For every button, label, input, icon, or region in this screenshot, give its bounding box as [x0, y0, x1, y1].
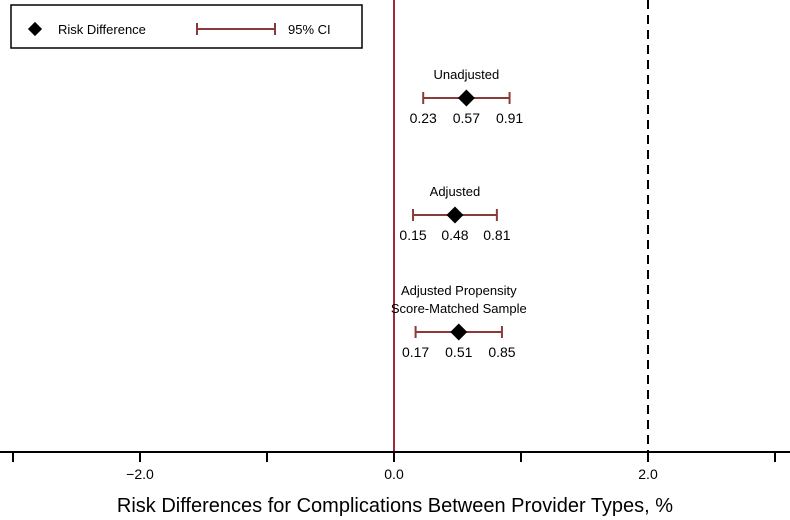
legend-point-marker	[27, 21, 43, 37]
estimate-row: Unadjusted 0.23 0.57 0.91	[410, 67, 524, 126]
legend-ci-label: 95% CI	[288, 22, 331, 37]
estimate-row: Adjusted 0.15 0.48 0.81	[399, 184, 510, 243]
legend-point-label: Risk Difference	[58, 22, 146, 37]
ci-upper-label: 0.91	[496, 110, 523, 126]
value-label: 0.51	[445, 344, 472, 360]
legend: Risk Difference 95% CI	[10, 4, 363, 49]
x-tick-label: 2.0	[638, 466, 658, 482]
ci-lower-label: 0.17	[402, 344, 429, 360]
x-tick-label: −2.0	[126, 466, 154, 482]
estimate-label: Adjusted Propensity	[401, 283, 517, 298]
estimate-label: Unadjusted	[433, 67, 499, 82]
estimate-label: Score-Matched Sample	[391, 301, 527, 316]
ci-upper-label: 0.81	[483, 227, 510, 243]
ci-upper-label: 0.85	[488, 344, 515, 360]
ci-lower-label: 0.23	[410, 110, 437, 126]
x-axis-title: Risk Differences for Complications Betwe…	[117, 495, 673, 517]
legend-box	[10, 4, 363, 49]
estimates-group: Unadjusted 0.23 0.57 0.91 Adjusted 0.15 0.48 0.…	[391, 67, 527, 360]
ci-lower-label: 0.15	[399, 227, 426, 243]
x-tick-label: 0.0	[384, 466, 404, 482]
x-axis-ticks: −2.0 0.0 2.0	[12, 452, 776, 482]
value-label: 0.48	[441, 227, 468, 243]
point-marker	[450, 323, 468, 341]
estimate-row: Adjusted Propensity Score-Matched Sample 0…	[391, 283, 527, 360]
point-marker	[446, 206, 464, 224]
point-marker	[457, 89, 475, 107]
estimate-label: Adjusted	[430, 184, 481, 199]
value-label: 0.57	[453, 110, 480, 126]
